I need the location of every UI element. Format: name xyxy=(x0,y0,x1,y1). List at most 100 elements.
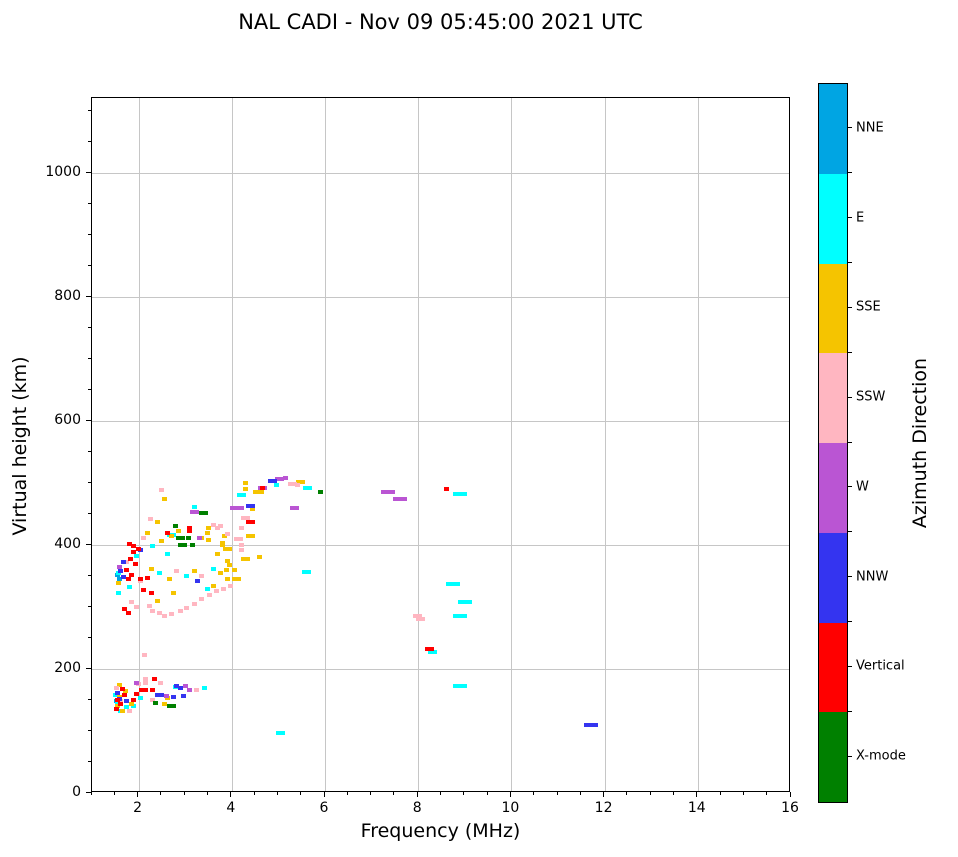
scatter-point-e xyxy=(150,544,156,549)
colorbar-segment-nnw xyxy=(819,532,847,623)
colorbar xyxy=(818,83,848,803)
colorbar-segment-e xyxy=(819,173,847,264)
x-tick-14 xyxy=(696,792,698,797)
x-minor-tick xyxy=(346,792,348,795)
scatter-point-vertical xyxy=(125,611,131,616)
x-minor-tick xyxy=(183,792,185,795)
scatter-point-x-mode xyxy=(199,510,209,515)
scatter-point-sse xyxy=(129,702,135,707)
scatter-point-sse xyxy=(145,530,151,535)
scatter-point-vertical xyxy=(149,591,155,596)
y-axis-label: Virtual height (km) xyxy=(9,356,31,536)
scatter-point-e xyxy=(112,693,118,698)
scatter-point-ssw xyxy=(210,522,216,527)
x-minor-tick xyxy=(90,792,92,795)
scatter-point-vertical xyxy=(150,688,156,693)
scatter-point-e xyxy=(236,493,246,498)
y-tick-label-600: 600 xyxy=(54,412,81,428)
y-tick-200 xyxy=(86,667,91,669)
scatter-point-sse xyxy=(245,534,255,539)
scatter-point-w xyxy=(190,510,200,515)
scatter-point-sse xyxy=(199,535,205,540)
scatter-point-sse xyxy=(219,540,225,545)
x-minor-tick xyxy=(742,792,744,795)
colorbar-boundary-tick xyxy=(848,351,852,353)
scatter-point-sse xyxy=(257,555,263,560)
scatter-point-sse xyxy=(119,708,125,713)
x-minor-tick xyxy=(113,792,115,795)
scatter-point-e xyxy=(204,587,210,592)
colorbar-tick-label-x-mode: X-mode xyxy=(856,748,906,764)
y-minor-tick xyxy=(88,636,91,638)
scatter-point-sse xyxy=(154,598,160,603)
scatter-point-sse xyxy=(167,577,173,582)
y-minor-tick xyxy=(88,512,91,514)
colorbar-tick-nnw xyxy=(848,576,852,578)
scatter-point-sse xyxy=(226,563,232,568)
scatter-point-x-mode xyxy=(176,535,186,540)
scatter-point-vertical xyxy=(131,550,137,555)
scatter-point-vertical xyxy=(152,676,158,681)
scatter-point-w xyxy=(187,688,193,693)
scatter-point-vertical xyxy=(129,572,135,577)
scatter-point-sse xyxy=(168,533,174,538)
y-minor-tick xyxy=(88,326,91,328)
y-minor-tick xyxy=(88,760,91,762)
scatter-point-e xyxy=(301,570,311,575)
scatter-point-ssw xyxy=(217,524,223,529)
colorbar-tick-label-vertical: Vertical xyxy=(856,658,905,674)
x-minor-tick xyxy=(160,792,162,795)
x-minor-tick xyxy=(207,792,208,795)
x-tick-16 xyxy=(789,792,791,797)
scatter-point-x-mode xyxy=(178,543,188,547)
colorbar-tick-vertical xyxy=(848,665,852,667)
scatter-point-e xyxy=(115,701,121,706)
scatter-point-sse xyxy=(206,526,211,531)
scatter-point-x-mode xyxy=(189,543,195,547)
gridline-x-2 xyxy=(138,98,140,791)
scatter-point-nnw xyxy=(121,560,127,565)
scatter-point-vertical xyxy=(130,698,136,702)
y-minor-tick xyxy=(88,202,91,204)
scatter-point-e xyxy=(184,574,190,578)
x-tick-2 xyxy=(137,792,139,797)
y-tick-label-1000: 1000 xyxy=(45,164,81,181)
scatter-point-ssw xyxy=(158,680,164,685)
scatter-point-vertical xyxy=(164,531,170,536)
scatter-point-sse xyxy=(192,569,198,574)
scatter-point-sse xyxy=(243,481,249,485)
gridline-x-12 xyxy=(604,98,606,791)
y-minor-tick xyxy=(88,233,91,235)
x-minor-tick xyxy=(463,792,465,795)
gridline-x-6 xyxy=(325,98,326,791)
scatter-point-x-mode xyxy=(173,524,179,529)
x-minor-tick xyxy=(673,792,674,795)
colorbar-boundary-tick xyxy=(848,710,852,712)
scatter-point-ssw xyxy=(126,709,132,714)
scatter-point-vertical xyxy=(126,541,132,546)
scatter-point-ssw xyxy=(146,603,152,608)
gridline-y-800 xyxy=(92,297,789,298)
scatter-point-ssw xyxy=(234,536,244,541)
scatter-point-vertical xyxy=(127,556,133,561)
y-minor-tick xyxy=(88,109,91,111)
scatter-point-ssw xyxy=(118,699,124,704)
scatter-point-vertical xyxy=(113,707,119,712)
scatter-point-vertical xyxy=(245,520,255,525)
scatter-point-e xyxy=(453,614,468,619)
x-minor-tick xyxy=(393,792,395,795)
scatter-point-ssw xyxy=(207,593,213,598)
scatter-point-ssw xyxy=(238,543,244,547)
colorbar-segment-nne xyxy=(819,84,847,174)
scatter-point-ssw xyxy=(157,611,163,616)
scatter-point-e xyxy=(192,504,198,509)
scatter-point-vertical xyxy=(131,544,137,549)
scatter-point-ssw xyxy=(199,596,205,601)
scatter-point-ssw xyxy=(150,608,156,613)
scatter-point-sse xyxy=(123,688,129,693)
scatter-point-x-mode xyxy=(166,704,176,709)
x-tick-label-4: 4 xyxy=(226,800,236,816)
scatter-point-sse xyxy=(175,529,181,534)
scatter-point-nnw xyxy=(115,690,121,695)
scatter-point-ssw xyxy=(238,525,244,530)
